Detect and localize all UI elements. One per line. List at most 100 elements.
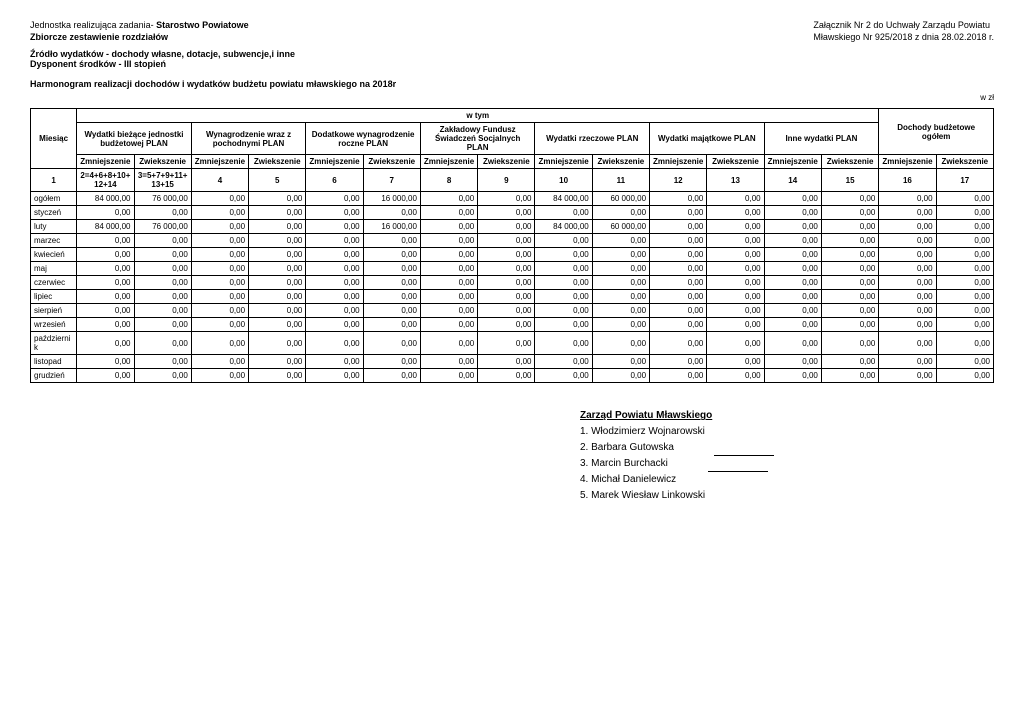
cell: 0,00 [650, 369, 707, 383]
cell: 0,00 [306, 355, 363, 369]
cell: 16 000,00 [363, 192, 420, 206]
formula-cell: 10 [535, 169, 592, 192]
cell: 0,00 [363, 304, 420, 318]
row-label: lipiec [31, 290, 77, 304]
formula-cell: 6 [306, 169, 363, 192]
cell: 0,00 [764, 262, 821, 276]
cell: 0,00 [707, 369, 764, 383]
cell: 0,00 [420, 248, 477, 262]
cell: 0,00 [191, 290, 248, 304]
cell: 0,00 [191, 192, 248, 206]
row-label: ogółem [31, 192, 77, 206]
sub-zw: Zwiekszenie [707, 155, 764, 169]
cell: 0,00 [478, 206, 535, 220]
cell: 0,00 [420, 206, 477, 220]
signature-mark [708, 471, 768, 472]
cell: 0,00 [707, 355, 764, 369]
table-row: luty84 000,0076 000,000,000,000,0016 000… [31, 220, 994, 234]
cell: 0,00 [535, 290, 592, 304]
formula-cell: 15 [821, 169, 878, 192]
cell: 0,00 [764, 192, 821, 206]
cell: 0,00 [650, 262, 707, 276]
formula-cell: 11 [592, 169, 649, 192]
cell: 0,00 [134, 290, 191, 304]
cell: 0,00 [249, 220, 306, 234]
cell: 0,00 [707, 304, 764, 318]
cell: 0,00 [363, 276, 420, 290]
signature-line: 2. Barbara Gutowska [580, 440, 994, 456]
cell: 0,00 [249, 369, 306, 383]
row-label: styczeń [31, 206, 77, 220]
sub-zw: Zwiekszenie [363, 155, 420, 169]
cell: 0,00 [650, 234, 707, 248]
cell: 0,00 [420, 318, 477, 332]
cell: 84 000,00 [77, 220, 134, 234]
cell: 0,00 [936, 332, 993, 355]
formula-cell: 7 [363, 169, 420, 192]
cell: 0,00 [478, 304, 535, 318]
cell: 0,00 [306, 332, 363, 355]
cell: 0,00 [134, 369, 191, 383]
formula-cell: 3=5+7+9+11+13+15 [134, 169, 191, 192]
cell: 0,00 [249, 234, 306, 248]
sub-zw: Zwiekszenie [478, 155, 535, 169]
cell: 0,00 [420, 369, 477, 383]
sub-zw: Zwiekszenie [249, 155, 306, 169]
cell: 0,00 [363, 355, 420, 369]
cell: 0,00 [650, 355, 707, 369]
cell: 0,00 [821, 206, 878, 220]
cell: 0,00 [764, 332, 821, 355]
cell: 0,00 [879, 192, 936, 206]
cell: 0,00 [936, 262, 993, 276]
cell: 0,00 [306, 276, 363, 290]
cell: 0,00 [592, 369, 649, 383]
formula-cell: 2=4+6+8+10+12+14 [77, 169, 134, 192]
cell: 0,00 [707, 220, 764, 234]
cell: 0,00 [764, 355, 821, 369]
cell: 0,00 [420, 220, 477, 234]
sub-zm: Zmniejszenie [535, 155, 592, 169]
cell: 76 000,00 [134, 220, 191, 234]
table-body: ogółem84 000,0076 000,000,000,000,0016 0… [31, 192, 994, 383]
sub-zm: Zmniejszenie [77, 155, 134, 169]
cell: 0,00 [77, 318, 134, 332]
budget-table: Miesiąc w tym Dochody budżetowe ogółem W… [30, 108, 994, 383]
sub-zm: Zmniejszenie [306, 155, 363, 169]
row-label: czerwiec [31, 276, 77, 290]
cell: 0,00 [592, 332, 649, 355]
cell: 0,00 [134, 262, 191, 276]
cell: 0,00 [764, 276, 821, 290]
summary-title: Zbiorcze zestawienie rozdziałów [30, 32, 249, 44]
cell: 0,00 [879, 248, 936, 262]
cell: 0,00 [478, 248, 535, 262]
cell: 0,00 [821, 234, 878, 248]
cell: 0,00 [363, 332, 420, 355]
cell: 16 000,00 [363, 220, 420, 234]
cell: 0,00 [650, 290, 707, 304]
attachment-line2: Mławskiego Nr 925/2018 z dnia 28.02.2018… [813, 32, 994, 44]
cell: 0,00 [707, 332, 764, 355]
row-label: luty [31, 220, 77, 234]
row-label: październik [31, 332, 77, 355]
cell: 0,00 [707, 262, 764, 276]
row-label: sierpień [31, 304, 77, 318]
cell: 0,00 [535, 318, 592, 332]
formula-cell: 8 [420, 169, 477, 192]
cell: 0,00 [764, 248, 821, 262]
formula-cell: 13 [707, 169, 764, 192]
cell: 0,00 [134, 355, 191, 369]
cell: 0,00 [77, 355, 134, 369]
cell: 0,00 [592, 290, 649, 304]
cell: 0,00 [764, 220, 821, 234]
cell: 0,00 [77, 206, 134, 220]
cell: 0,00 [707, 290, 764, 304]
cell: 84 000,00 [535, 192, 592, 206]
cell: 0,00 [191, 220, 248, 234]
cell: 0,00 [650, 318, 707, 332]
cell: 60 000,00 [592, 192, 649, 206]
cell: 0,00 [821, 369, 878, 383]
sub-zw: Zwiekszenie [592, 155, 649, 169]
group-5: Wydatki rzeczowe PLAN [535, 123, 650, 155]
header-left: Jednostka realizująca zadania- Starostwo… [30, 20, 249, 43]
cell: 0,00 [249, 304, 306, 318]
